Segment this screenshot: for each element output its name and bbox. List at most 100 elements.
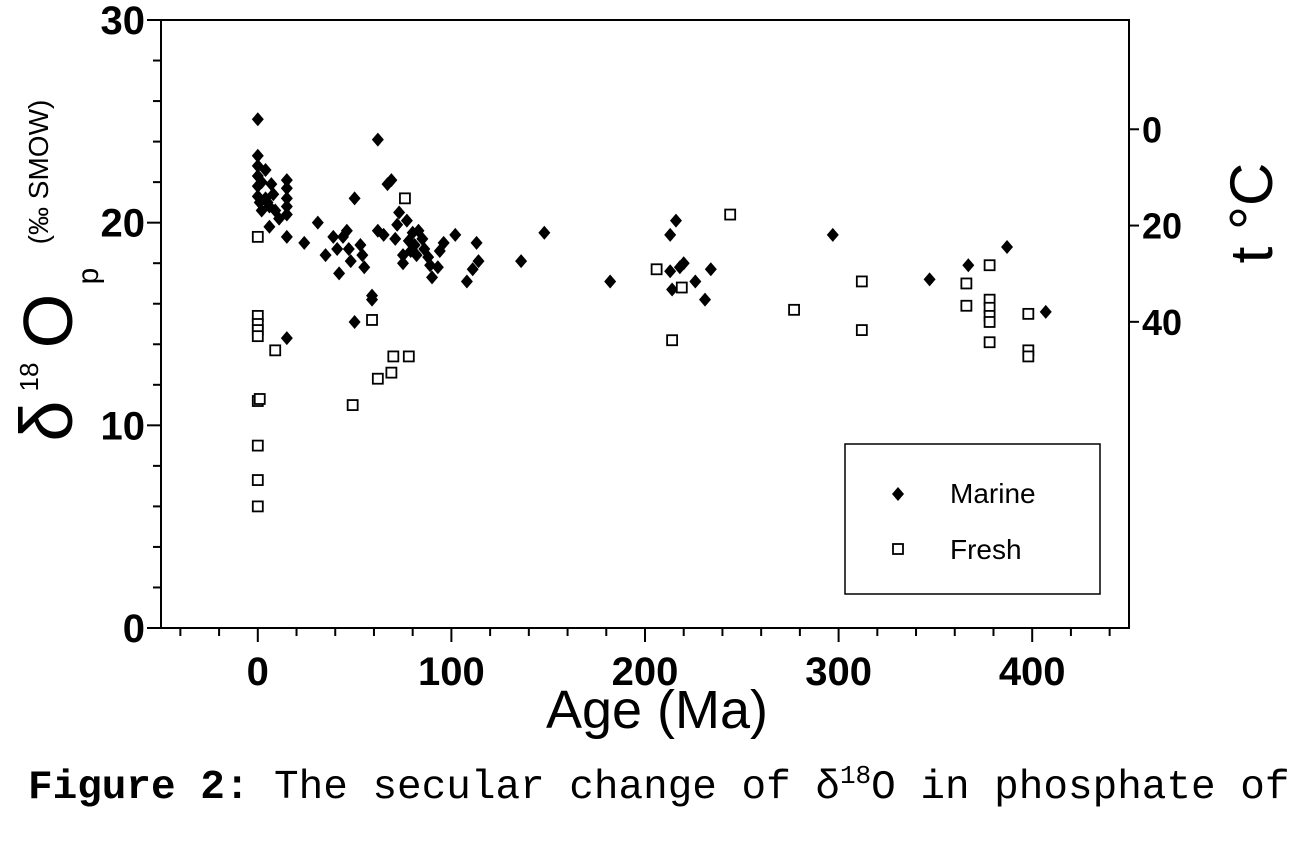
- y-tick-label: 0: [123, 607, 145, 651]
- legend-marine-marker: [892, 487, 904, 501]
- x-tick-label: 100: [418, 650, 485, 694]
- marine-point: [460, 274, 473, 289]
- y-title-subscript: p: [72, 268, 105, 285]
- x-axis-title: Age (Ma): [546, 680, 768, 740]
- marine-point: [342, 242, 355, 257]
- marine-point: [280, 199, 293, 214]
- y-tick-label: 30: [101, 0, 146, 43]
- data-points: [251, 112, 1052, 513]
- marine-point: [466, 262, 479, 277]
- marine-point: [666, 282, 679, 297]
- fresh-point: [983, 336, 996, 349]
- marine-point: [1001, 239, 1014, 254]
- fresh-point: [960, 277, 973, 290]
- fresh-point: [855, 324, 868, 336]
- fresh-point: [983, 316, 996, 328]
- y-tick-label: 20: [101, 202, 146, 246]
- marine-point: [340, 223, 353, 238]
- fresh-point: [724, 208, 737, 221]
- fresh-point: [346, 399, 359, 411]
- y-axis-title: δ 18 O p (‰ SMOW): [5, 100, 105, 442]
- marine-point: [280, 207, 293, 222]
- marine-point: [397, 256, 409, 271]
- marine-point: [259, 162, 272, 177]
- x-tick-label: 400: [999, 650, 1066, 694]
- marine-point: [348, 314, 361, 329]
- marine-point: [449, 227, 462, 242]
- marine-point: [267, 187, 280, 202]
- fresh-point: [960, 299, 973, 312]
- marine-point: [366, 292, 379, 307]
- marine-point: [515, 254, 528, 269]
- x-tick-label: 300: [805, 650, 872, 694]
- fresh-point: [251, 474, 264, 486]
- x-tick-label: 0: [247, 650, 269, 694]
- figure-caption: Figure 2: The secular change of δ18O in p…: [28, 761, 1289, 811]
- marine-point: [298, 235, 311, 250]
- fresh-point: [251, 330, 264, 343]
- marine-point: [331, 242, 344, 257]
- legend-marine-label: Marine: [950, 478, 1036, 509]
- marine-point: [437, 235, 450, 250]
- marine-point: [408, 237, 421, 252]
- marine-point: [377, 227, 390, 242]
- fresh-point: [855, 275, 868, 288]
- fresh-point: [788, 303, 800, 316]
- y-tick-label: 10: [101, 404, 146, 448]
- marine-point: [327, 229, 340, 244]
- y-title-unit: (‰ SMOW): [23, 100, 54, 245]
- legend-box: [844, 443, 1101, 595]
- marine-point: [319, 248, 332, 263]
- marine-point: [400, 213, 413, 228]
- marine-point: [391, 217, 404, 232]
- fresh-point: [666, 334, 679, 347]
- fresh-point: [1022, 307, 1035, 320]
- fresh-point: [1022, 350, 1035, 363]
- marine-point: [280, 229, 293, 244]
- fresh-point: [650, 263, 663, 276]
- caption-label: Figure 2:: [28, 765, 249, 811]
- y-title-main: O: [9, 294, 87, 348]
- marine-point: [358, 260, 371, 275]
- marine-point: [426, 270, 439, 285]
- legend-fresh-label: Fresh: [950, 534, 1022, 565]
- marine-point: [424, 258, 437, 273]
- marine-point: [923, 272, 936, 287]
- marine-point: [356, 248, 369, 263]
- marine-point: [251, 112, 264, 127]
- fresh-point: [983, 259, 996, 272]
- marine-point: [962, 258, 975, 273]
- marine-point: [263, 219, 276, 234]
- marine-point: [255, 175, 268, 190]
- marine-point: [280, 173, 293, 188]
- marine-point: [416, 231, 429, 246]
- marine-point: [280, 191, 293, 206]
- marine-point: [354, 237, 367, 252]
- y2-tick-label: 0: [1142, 109, 1162, 150]
- marine-point: [344, 254, 357, 269]
- marine-point: [311, 215, 324, 230]
- marine-point: [389, 231, 402, 246]
- fresh-point: [402, 350, 415, 363]
- marine-point: [410, 248, 423, 263]
- fresh-point: [251, 439, 264, 452]
- y2-tick-label: 40: [1142, 302, 1182, 343]
- marine-point: [689, 274, 702, 289]
- y2-axis-title: t °C: [1218, 163, 1285, 264]
- x-tick-label: 200: [612, 650, 679, 694]
- y2-tick-label: 20: [1142, 206, 1182, 247]
- marine-point: [664, 264, 677, 279]
- marine-point: [826, 227, 839, 242]
- fresh-point: [253, 393, 266, 405]
- marine-point: [333, 266, 346, 281]
- marine-point: [664, 227, 677, 242]
- marine-point: [265, 177, 278, 192]
- marine-point: [472, 254, 485, 269]
- marine-point: [393, 205, 406, 220]
- marine-point: [371, 132, 384, 147]
- fresh-point: [269, 344, 282, 357]
- y-title-superscript: 18: [14, 363, 44, 392]
- fresh-point: [251, 230, 264, 243]
